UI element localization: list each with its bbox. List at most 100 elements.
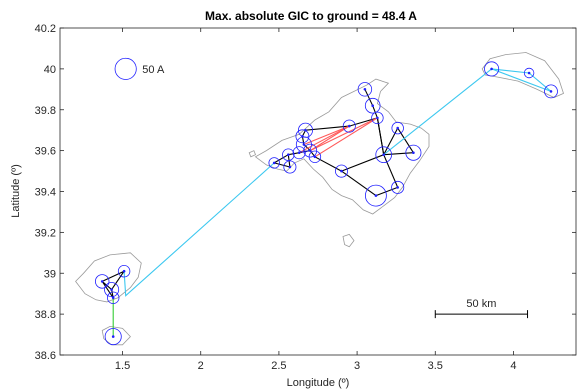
substation-dot-n1 [490, 67, 493, 71]
y-tick-label: 38.6 [35, 350, 56, 362]
substation-markers-layer [94, 61, 558, 346]
substation-marker-m4 [342, 119, 356, 133]
x-tick-label: 3 [354, 360, 360, 372]
substation-marker-i1 [94, 274, 110, 289]
substation-marker-m12 [283, 160, 297, 174]
line-i2-i3 [111, 270, 125, 290]
substation-marker-n3 [544, 84, 558, 99]
line-m16-n1 [383, 68, 492, 156]
substation-dot-m14 [340, 169, 343, 173]
line-n1-n2 [491, 68, 530, 74]
substation-marker-m18 [405, 144, 422, 161]
line-m1-m2 [364, 89, 374, 106]
substation-marker-m19 [391, 121, 404, 135]
substation-marker-m15 [364, 184, 387, 207]
line-m19-m16 [383, 127, 399, 155]
line-m16-m18 [383, 152, 414, 156]
legend: 50 A [114, 57, 165, 80]
substation-marker-m17 [391, 180, 405, 194]
substation-dot-f1 [111, 335, 115, 338]
plot-area [60, 28, 576, 355]
substation-marker-m10 [282, 148, 295, 161]
substation-dot-i1 [100, 280, 104, 283]
line-n1-n3 [491, 68, 552, 92]
line-m18-m19 [397, 127, 414, 153]
line-m3-m4 [349, 117, 378, 127]
substation-dot-i3 [122, 269, 126, 273]
substation-marker-m6 [295, 129, 310, 144]
substation-dot-n3 [549, 90, 553, 93]
line-m7-m4 [303, 125, 350, 146]
substation-dot-m13 [313, 155, 317, 159]
coastline-dragonera [248, 150, 257, 158]
line-m13-m14 [314, 156, 342, 172]
substation-dot-i2 [110, 288, 113, 291]
substation-marker-m13 [308, 150, 322, 164]
scale-bar-label: 50 km [466, 298, 496, 310]
substation-marker-m11 [268, 157, 280, 169]
substation-dot-m4 [348, 124, 351, 128]
y-tick-label: 39.6 [35, 146, 56, 158]
line-m6-m7 [301, 136, 305, 145]
legend-label: 50 A [142, 64, 165, 76]
substation-marker-m16 [375, 146, 393, 164]
substation-marker-f1 [104, 328, 122, 346]
substation-marker-m9 [292, 146, 306, 160]
y-tick-label: 39.2 [35, 227, 56, 239]
substation-marker-m14 [334, 164, 348, 178]
y-tick-label: 40 [44, 64, 56, 76]
substation-dot-m15 [374, 194, 378, 197]
substation-dot-m3 [376, 116, 379, 120]
line-m2-m3 [372, 105, 378, 119]
x-tick-label: 2 [198, 360, 204, 372]
substation-dot-m16 [382, 153, 386, 156]
substation-dot-m10 [287, 153, 290, 156]
line-m15-m17 [375, 186, 398, 197]
y-axis-ticks: 38.6 38.8 39 39.2 39.4 39.6 39.8 40 40.2 [35, 23, 576, 362]
legend-marker [114, 57, 137, 80]
substation-marker-i3 [117, 265, 131, 278]
substation-marker-n1 [484, 61, 500, 77]
y-tick-label: 40.2 [35, 23, 56, 35]
substation-marker-i4 [106, 291, 120, 305]
line-m13-m3 [314, 117, 378, 158]
coastline-mallorca [254, 78, 430, 215]
x-axis-ticks: 1.5 2 2.5 3 3.5 4 [115, 28, 517, 372]
coastline-formentera [101, 325, 131, 346]
substation-dot-m19 [396, 126, 400, 130]
coastline-ibiza [75, 252, 142, 303]
substation-marker-m2 [364, 97, 381, 114]
substation-dot-m12 [288, 165, 292, 169]
substation-marker-n2 [523, 67, 535, 79]
substation-dot-m8 [308, 149, 312, 152]
x-tick-label: 1.5 [115, 360, 130, 372]
line-m14-m15 [341, 170, 377, 197]
substation-dot-m1 [363, 88, 367, 91]
coastline-cabrera [342, 233, 355, 248]
line-m11-i3 [123, 162, 275, 297]
y-tick-label: 39 [44, 268, 56, 280]
coastline-menorca [481, 52, 564, 98]
y-tick-label: 38.8 [35, 309, 56, 321]
substation-dot-m18 [412, 151, 415, 154]
line-i1-i4 [101, 281, 114, 299]
substation-marker-m8 [303, 143, 318, 158]
line-i3-i1 [101, 270, 125, 282]
line-m8-m3 [309, 117, 378, 152]
x-axis-label: Longitude (º) [287, 377, 350, 389]
transmission-lines-layer [101, 68, 552, 337]
x-tick-label: 4 [510, 360, 516, 372]
line-m3-m16 [376, 117, 385, 155]
line-m8-m4 [309, 125, 350, 152]
substation-marker-i2 [104, 282, 120, 298]
y-tick-label: 39.8 [35, 105, 56, 117]
x-tick-label: 2.5 [271, 360, 286, 372]
substation-dot-n2 [527, 71, 531, 75]
line-m11-m12 [274, 162, 291, 168]
substation-dot-m7 [302, 143, 306, 146]
y-axis-label: Latitude (º) [10, 164, 22, 218]
substation-dot-m17 [396, 186, 400, 189]
substation-marker-m1 [357, 82, 373, 97]
line-m9-m4 [298, 125, 350, 154]
substation-dot-m11 [272, 161, 276, 165]
